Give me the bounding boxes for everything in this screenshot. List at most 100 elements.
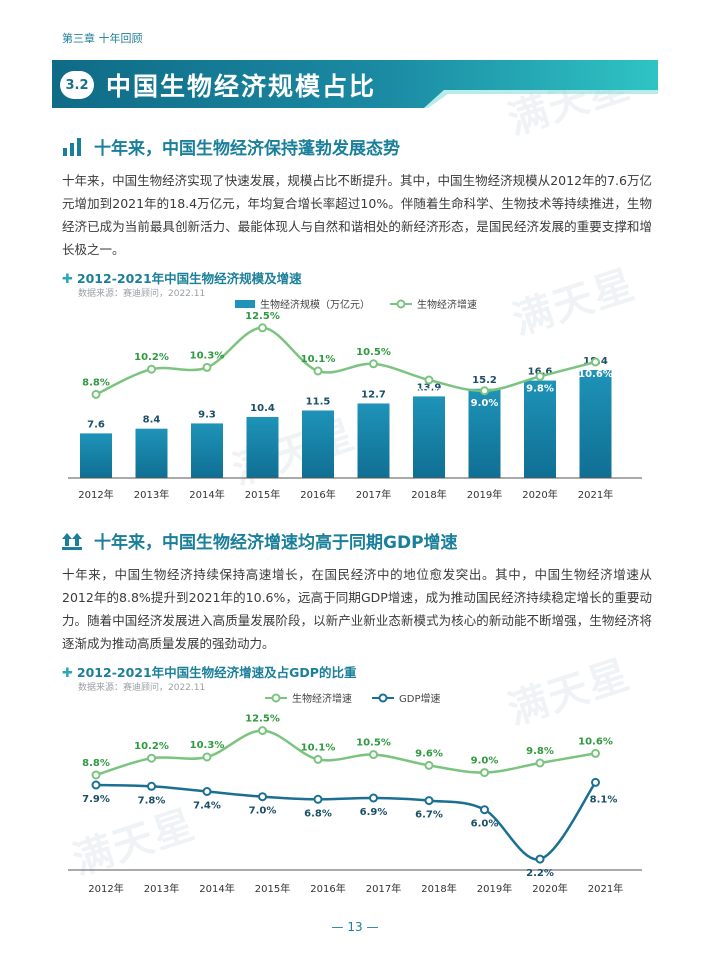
growth-label-3: 12.5% (245, 311, 280, 322)
subsection-heading-2: 十年来，中国生物经济增速均高于同期GDP增速 (62, 528, 458, 553)
gdp-point-9 (591, 777, 600, 787)
x-tick-label-1: 2013年 (134, 488, 169, 501)
growth-label-5: 10.5% (356, 347, 391, 358)
chart-growth-vs-gdp: 生物经济增速 GDP增速 2012年 2013年 2014年 2015年 2016年 2017… (68, 692, 642, 895)
legend-label-growth: 生物经济增速 (417, 298, 477, 311)
bio-point-7 (480, 768, 489, 778)
growth-point-5 (369, 359, 378, 369)
bar-7 (468, 388, 501, 478)
chart-source-1: 数据来源：赛迪顾问，2022.11 (78, 289, 206, 299)
bar-8 (524, 380, 556, 478)
bar-value-label-0: 7.6 (87, 419, 105, 430)
gdp-point-5 (369, 793, 378, 803)
chart-source-2: 数据来源：赛迪顾问，2022.11 (78, 683, 206, 693)
bar-1 (135, 428, 168, 478)
bio-point-5 (369, 750, 378, 760)
subsection-title-1: 十年来，中国生物经济保持蓬勃发展态势 (94, 139, 400, 159)
section-banner (52, 60, 658, 108)
gdp-point-8 (535, 854, 545, 864)
growth-label-6: 9.6% (415, 387, 443, 398)
gdp-label-2: 7.4% (193, 801, 221, 812)
x-tick-label-5: 2017年 (356, 488, 391, 501)
bio-label-4: 10.1% (301, 742, 336, 753)
legend-swatch-scale (235, 300, 255, 308)
growth-point-9 (591, 357, 600, 367)
plus-icon: ✚ (62, 666, 73, 681)
bar-value-label-4: 11.5 (306, 397, 331, 408)
section-number-badge: 3.2 (60, 71, 94, 99)
x-tick-label-6: 2018年 (411, 488, 446, 501)
x-tick-label-4: 2016年 (300, 488, 335, 501)
paragraph-2: 十年来，中国生物经济持续保持高速增长，在国民经济中的地位愈发突出。其中，中国生物… (62, 567, 652, 651)
gdp-point-3 (258, 792, 267, 802)
bio-label-9: 10.6% (578, 736, 613, 747)
bio-label-6: 9.6% (415, 748, 443, 759)
x-tick-label-9: 2021年 (588, 882, 623, 895)
bar-3 (246, 416, 279, 478)
legend-marker-gdp (378, 693, 388, 703)
bio-point-8 (535, 758, 545, 768)
growth-point-3 (258, 323, 267, 333)
gdp-label-1: 7.8% (138, 795, 166, 806)
section-title: 中国生物经济规模占比 (106, 72, 377, 101)
x-tick-label-7: 2019年 (477, 882, 512, 895)
growth-point-1 (147, 364, 156, 374)
gdp-growth-line (95, 781, 597, 861)
page-number: — 13 — (331, 920, 379, 934)
growth-point-6 (424, 375, 434, 385)
bio-point-0 (91, 770, 101, 780)
bar-6 (413, 396, 445, 478)
bio-point-4 (313, 754, 323, 764)
bar-value-label-5: 12.7 (361, 389, 386, 400)
bio-label-2: 10.3% (190, 740, 225, 751)
growth-point-4 (313, 366, 323, 376)
bio-point-9 (591, 748, 600, 758)
bar-value-label-1: 8.4 (143, 415, 161, 426)
x-tick-label-6: 2018年 (421, 882, 456, 895)
growth-point-0 (91, 389, 101, 399)
bar-value-label-6: 13.9 (417, 382, 442, 393)
gdp-point-1 (147, 781, 156, 791)
x-tick-label-0: 2012年 (88, 882, 123, 895)
plus-icon: ✚ (62, 272, 73, 287)
bio-point-3 (258, 726, 267, 736)
bar-9 (579, 370, 612, 478)
bio-label-1: 10.2% (134, 741, 169, 752)
gdp-label-0: 7.9% (82, 794, 110, 805)
growth-label-1: 10.2% (134, 352, 169, 363)
legend-label-scale: 生物经济规模（万亿元） (260, 298, 370, 311)
x-tick-label-0: 2012年 (78, 488, 113, 501)
paragraph-1: 十年来，中国生物经济实现了快速发展，规模占比不断提升。其中，中国生物经济规模从2… (62, 173, 652, 257)
bar-value-label-7: 15.2 (472, 375, 497, 386)
gdp-label-3: 7.0% (249, 806, 277, 817)
growth-label-2: 10.3% (190, 350, 225, 361)
gdp-label-6: 6.7% (415, 810, 443, 821)
legend-label-gdp: GDP增速 (399, 692, 440, 705)
x-tick-label-4: 2016年 (310, 882, 345, 895)
bar-2 (191, 423, 223, 478)
growth-label-0: 8.8% (82, 377, 110, 388)
x-tick-label-3: 2015年 (255, 882, 290, 895)
bar-4 (302, 410, 334, 478)
bio-label-7: 9.0% (471, 756, 499, 767)
x-tick-label-8: 2020年 (532, 882, 567, 895)
bio-point-2 (202, 752, 212, 762)
bar-value-label-3: 10.4 (250, 403, 275, 414)
bio-point-1 (147, 753, 156, 763)
legend-label-bio: 生物经济增速 (292, 692, 352, 705)
x-tick-label-9: 2021年 (578, 488, 613, 501)
gdp-point-0 (91, 780, 101, 790)
x-tick-label-7: 2019年 (467, 488, 502, 501)
growth-label-4: 10.1% (301, 354, 336, 365)
bio-growth-line (95, 729, 596, 777)
x-tick-label-2: 2014年 (189, 488, 224, 501)
growth-point-2 (202, 362, 212, 372)
bio-label-5: 10.5% (356, 738, 391, 749)
x-tick-label-1: 2013年 (144, 882, 179, 895)
x-tick-label-2: 2014年 (199, 882, 234, 895)
chart-title-1-text: 2012-2021年中国生物经济规模及增速 (76, 271, 302, 286)
subsection-title-2: 十年来，中国生物经济增速均高于同期GDP增速 (94, 533, 458, 553)
growth-point-8 (535, 371, 545, 381)
chapter-label: 第三章 十年回顾 (62, 32, 143, 45)
bio-point-6 (424, 760, 434, 770)
